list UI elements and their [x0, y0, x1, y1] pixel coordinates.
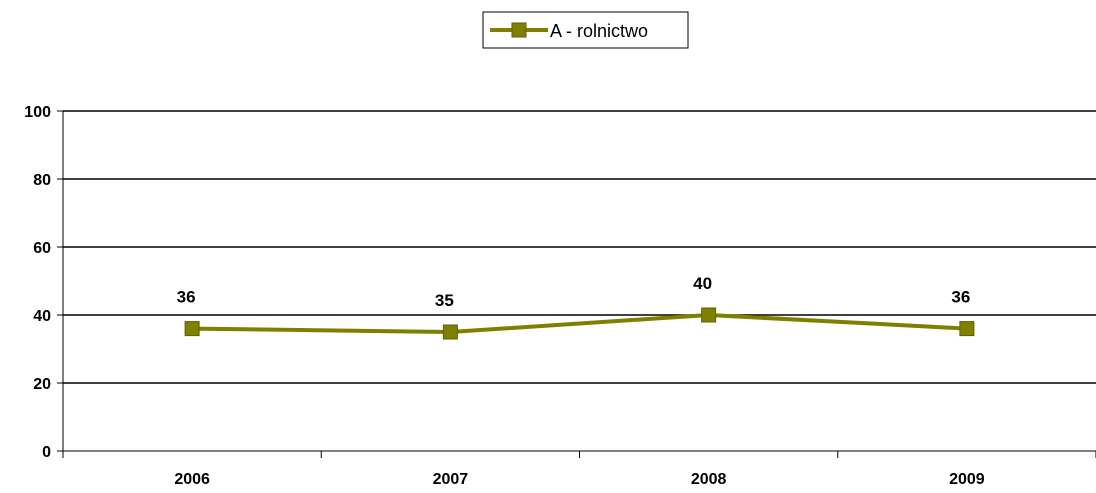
- x-tick-label: 2006: [174, 471, 210, 488]
- data-label: 35: [435, 291, 454, 310]
- y-tick-labels: 0 20 40 60 80 100: [24, 104, 51, 461]
- series-markers: [184, 307, 975, 340]
- x-tick-label: 2009: [949, 471, 985, 488]
- y-tick-label: 40: [33, 308, 51, 325]
- data-point-marker: [184, 321, 200, 337]
- axes: [57, 110, 1096, 458]
- data-point-marker: [442, 324, 458, 340]
- data-point-marker: [701, 307, 717, 323]
- legend: A - rolnictwo: [482, 11, 689, 49]
- series-line-path: [192, 313, 967, 334]
- y-tick-label: 0: [42, 444, 51, 461]
- legend-label: A - rolnictwo: [550, 21, 648, 41]
- x-tick-label: 2008: [691, 471, 727, 488]
- data-label: 40: [693, 274, 712, 293]
- y-tick-label: 80: [33, 172, 51, 189]
- x-tick-labels: 2006 2007 2008 2009: [174, 471, 984, 488]
- gridlines: [63, 110, 1096, 384]
- y-tick-label: 60: [33, 240, 51, 257]
- data-labels: 36 35 40 36: [177, 274, 971, 310]
- data-point-marker: [959, 321, 975, 337]
- y-tick-label: 20: [33, 376, 51, 393]
- series-line: [192, 313, 967, 334]
- data-label: 36: [177, 288, 196, 307]
- data-label: 36: [951, 288, 970, 307]
- y-tick-label: 100: [24, 104, 51, 121]
- x-tick-label: 2007: [433, 471, 469, 488]
- legend-marker-swatch: [511, 22, 527, 38]
